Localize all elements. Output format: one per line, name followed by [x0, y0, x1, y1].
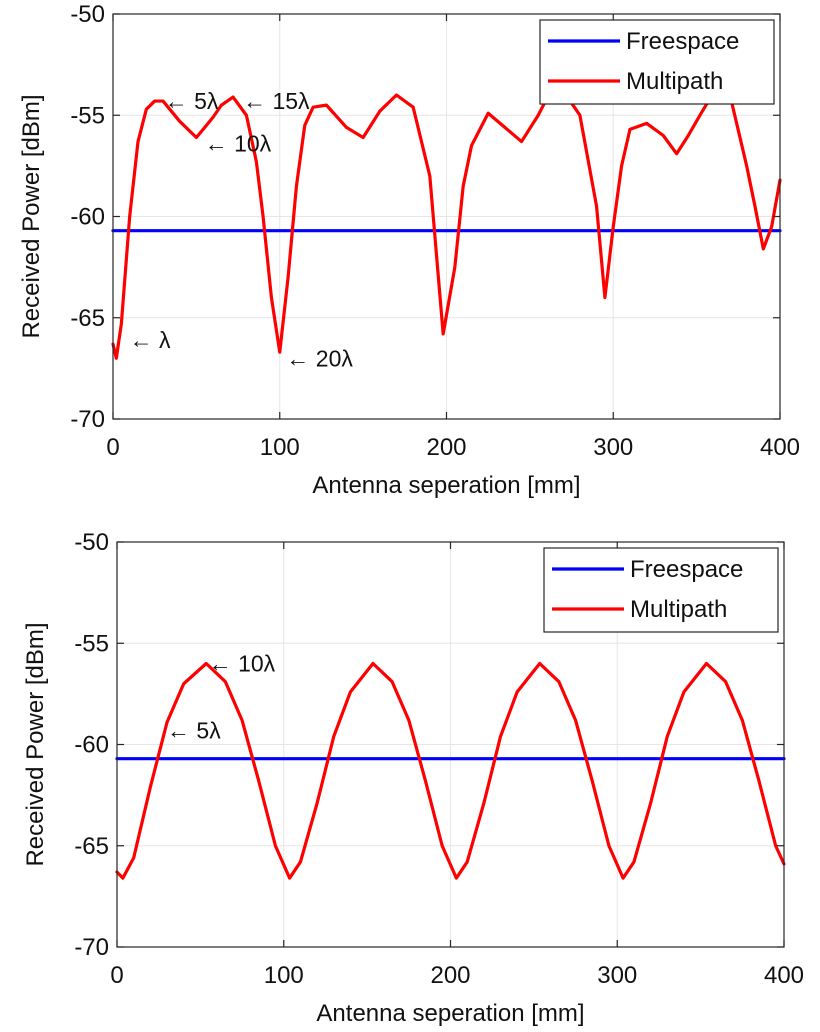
x-axis-label: Antenna seperation [mm] [316, 1000, 584, 1027]
y-axis-label: Received Power [dBm] [22, 622, 49, 866]
x-tick-label: 200 [430, 962, 470, 989]
x-tick-label: 400 [760, 434, 800, 461]
chart-bottom: 0 100 200 300 400 -70 -65 -60 -55 -50 Antenna sepe… [22, 529, 804, 1027]
x-tick-label: 100 [260, 434, 300, 461]
annotation-label: ← 10λ [209, 651, 276, 677]
annotation-label: ← 20λ [286, 345, 353, 371]
legend-label-multipath: Multipath [626, 68, 723, 95]
annotation-label: ← λ [130, 327, 171, 353]
y-tick-label: -70 [70, 406, 105, 433]
x-tick-label: 300 [593, 434, 633, 461]
x-tick-label: 300 [597, 962, 637, 989]
annotation-label: ← 5λ [167, 717, 221, 743]
y-axis-label: Received Power [dBm] [18, 94, 45, 338]
y-tick-label: -55 [74, 630, 109, 657]
x-tick-label: 200 [426, 434, 466, 461]
x-tick-label: 400 [764, 962, 804, 989]
x-tick-label: 0 [106, 434, 119, 461]
series-line-multipath [115, 661, 786, 880]
y-tick-label: -60 [74, 732, 109, 759]
series-line-multipath [111, 89, 782, 360]
legend-label-multipath: Multipath [630, 596, 727, 623]
x-axis-label: Antenna seperation [mm] [312, 472, 580, 499]
annotation-label: ← 15λ [243, 88, 310, 114]
legend-label-freespace: Freespace [630, 556, 743, 583]
y-tick-label: -50 [70, 1, 105, 28]
annotation-label: ← 5λ [165, 88, 219, 114]
y-tick-label: -60 [70, 204, 105, 231]
y-tick-label: -65 [74, 833, 109, 860]
legend-box [539, 19, 775, 105]
chart-top: 0 100 200 300 400 -70 -65 -60 -55 -50 Antenna sepe… [18, 1, 800, 499]
annotation-label: ← 10λ [205, 131, 272, 157]
x-tick-label: 0 [110, 962, 123, 989]
legend-box [543, 547, 779, 633]
y-tick-label: -55 [70, 102, 105, 129]
x-tick-label: 100 [264, 962, 304, 989]
legend-label-freespace: Freespace [626, 28, 739, 55]
y-tick-label: -70 [74, 934, 109, 961]
y-tick-label: -65 [70, 305, 105, 332]
y-tick-label: -50 [74, 529, 109, 556]
